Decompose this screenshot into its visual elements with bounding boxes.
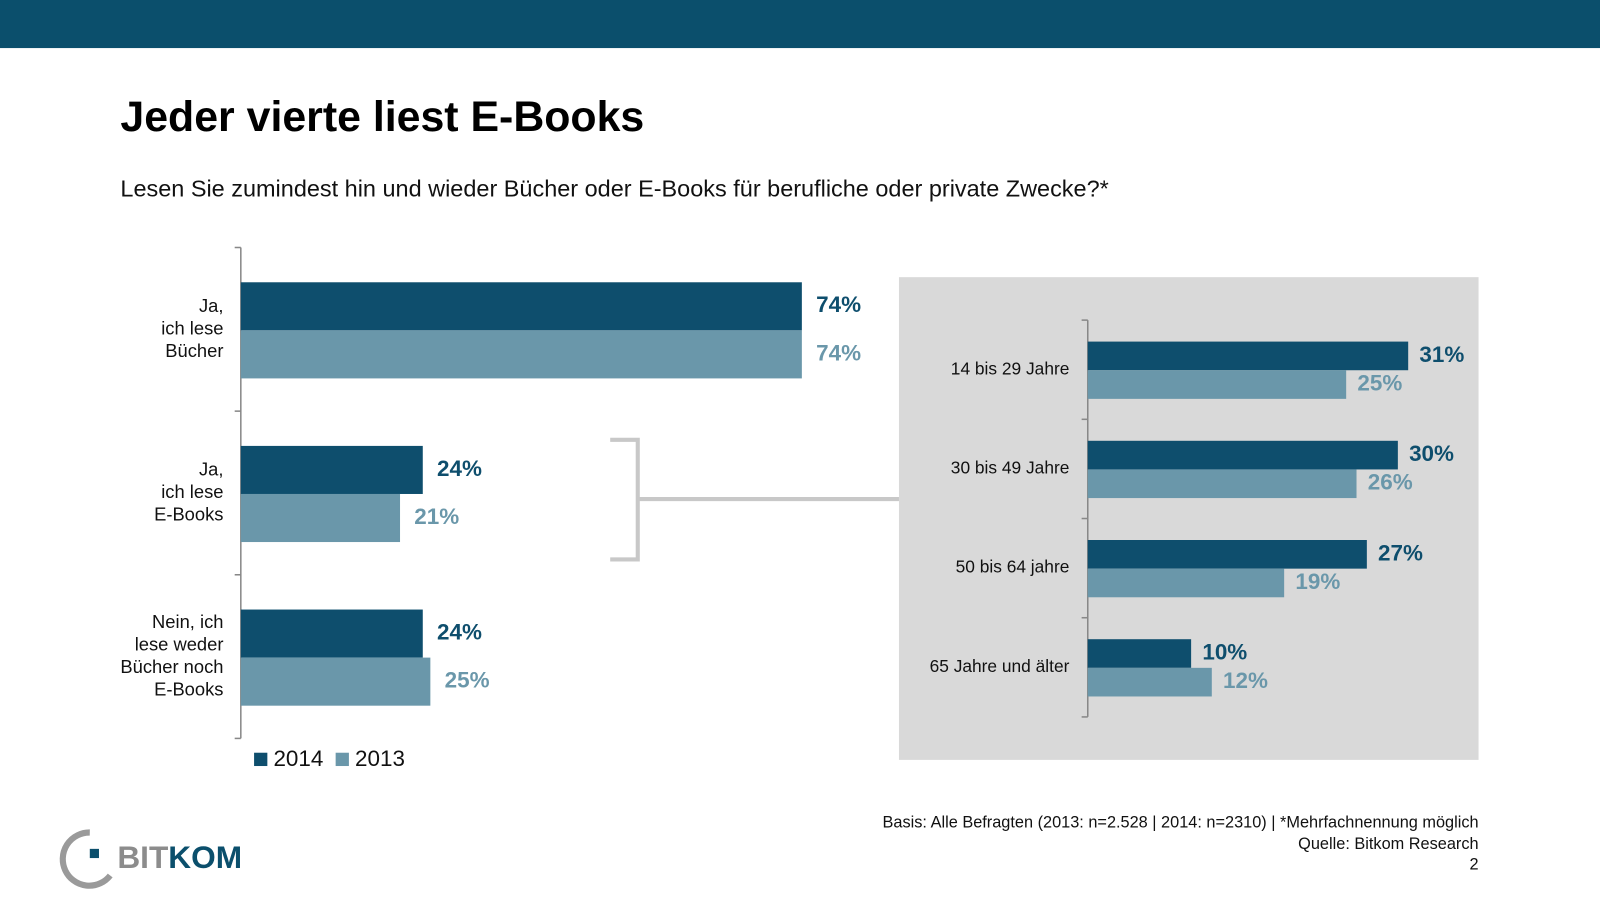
- category-label: 65 Jahre und älter: [930, 656, 1070, 676]
- value-label: 24%: [437, 620, 482, 645]
- category-label-line: ich lese: [161, 481, 223, 502]
- legend-label: 2014: [273, 746, 323, 771]
- title: Jeder vierte liest E-Books: [120, 93, 644, 141]
- bar: [1087, 568, 1285, 598]
- category-label-line: Bücher noch: [120, 656, 223, 677]
- value-label: 12%: [1223, 668, 1268, 693]
- value-label: 30%: [1409, 441, 1454, 466]
- bar: [240, 282, 802, 331]
- bar: [240, 609, 423, 658]
- subtitle: Lesen Sie zumindest hin und wieder Büche…: [120, 175, 1108, 201]
- category-label-line: Ja,: [199, 295, 223, 316]
- category-label: Ja, ich lese Bücher: [161, 295, 223, 361]
- value-label: 31%: [1419, 342, 1464, 367]
- bar: [1087, 370, 1347, 399]
- category-label-line: Bücher: [165, 340, 223, 361]
- bar: [1087, 667, 1212, 697]
- value-label: 27%: [1378, 540, 1423, 565]
- category-label-line: lese weder: [135, 633, 224, 654]
- bar: [240, 657, 431, 706]
- legend-swatch: [254, 752, 268, 767]
- bar: [240, 330, 802, 379]
- page-number: 2: [1469, 856, 1478, 874]
- value-label: 25%: [445, 668, 490, 693]
- category-label-line: E-Books: [154, 503, 223, 524]
- legend-swatch: [335, 752, 349, 767]
- category-label: Ja, ich lese E-Books: [154, 458, 223, 524]
- value-label: 25%: [1357, 370, 1402, 395]
- value-label: 74%: [816, 292, 861, 317]
- category-label-line: E-Books: [154, 678, 223, 699]
- footer-source: Quelle: Bitkom Research: [1298, 835, 1478, 853]
- value-label: 74%: [816, 340, 861, 365]
- footer-basis: Basis: Alle Befragten (2013: n=2.528 | 2…: [883, 814, 1479, 832]
- value-label: 21%: [414, 504, 459, 529]
- logo-text: BITKOM: [117, 839, 242, 875]
- value-label: 26%: [1368, 470, 1413, 495]
- bracket-connector: [610, 437, 899, 562]
- value-label: 10%: [1202, 639, 1247, 664]
- category-label-line: Ja,: [199, 458, 223, 479]
- logo-part: BIT: [117, 839, 168, 875]
- bar: [1087, 639, 1192, 668]
- bar: [1087, 540, 1367, 569]
- bar: [240, 493, 401, 543]
- value-label: 19%: [1295, 569, 1340, 594]
- category-label-line: ich lese: [161, 317, 223, 338]
- category-label: 14 bis 29 Jahre: [951, 358, 1070, 378]
- logo-part: KOM: [168, 839, 242, 875]
- logo-arc: [59, 829, 113, 889]
- category-label: 30 bis 49 Jahre: [951, 457, 1070, 477]
- top-banner: [0, 0, 1600, 49]
- legend-label: 2013: [355, 746, 405, 771]
- category-label: Nein, ich lese weder Bücher noch E-Books: [120, 611, 223, 700]
- bar: [1087, 469, 1357, 499]
- bar: [1087, 341, 1409, 371]
- logo: BITKOM: [59, 829, 242, 889]
- bar: [1087, 440, 1398, 470]
- category-label: 50 bis 64 jahre: [956, 557, 1070, 577]
- value-label: 24%: [437, 456, 482, 481]
- logo-square: [89, 848, 99, 859]
- category-label-line: Nein, ich: [152, 611, 223, 632]
- bar: [240, 445, 423, 494]
